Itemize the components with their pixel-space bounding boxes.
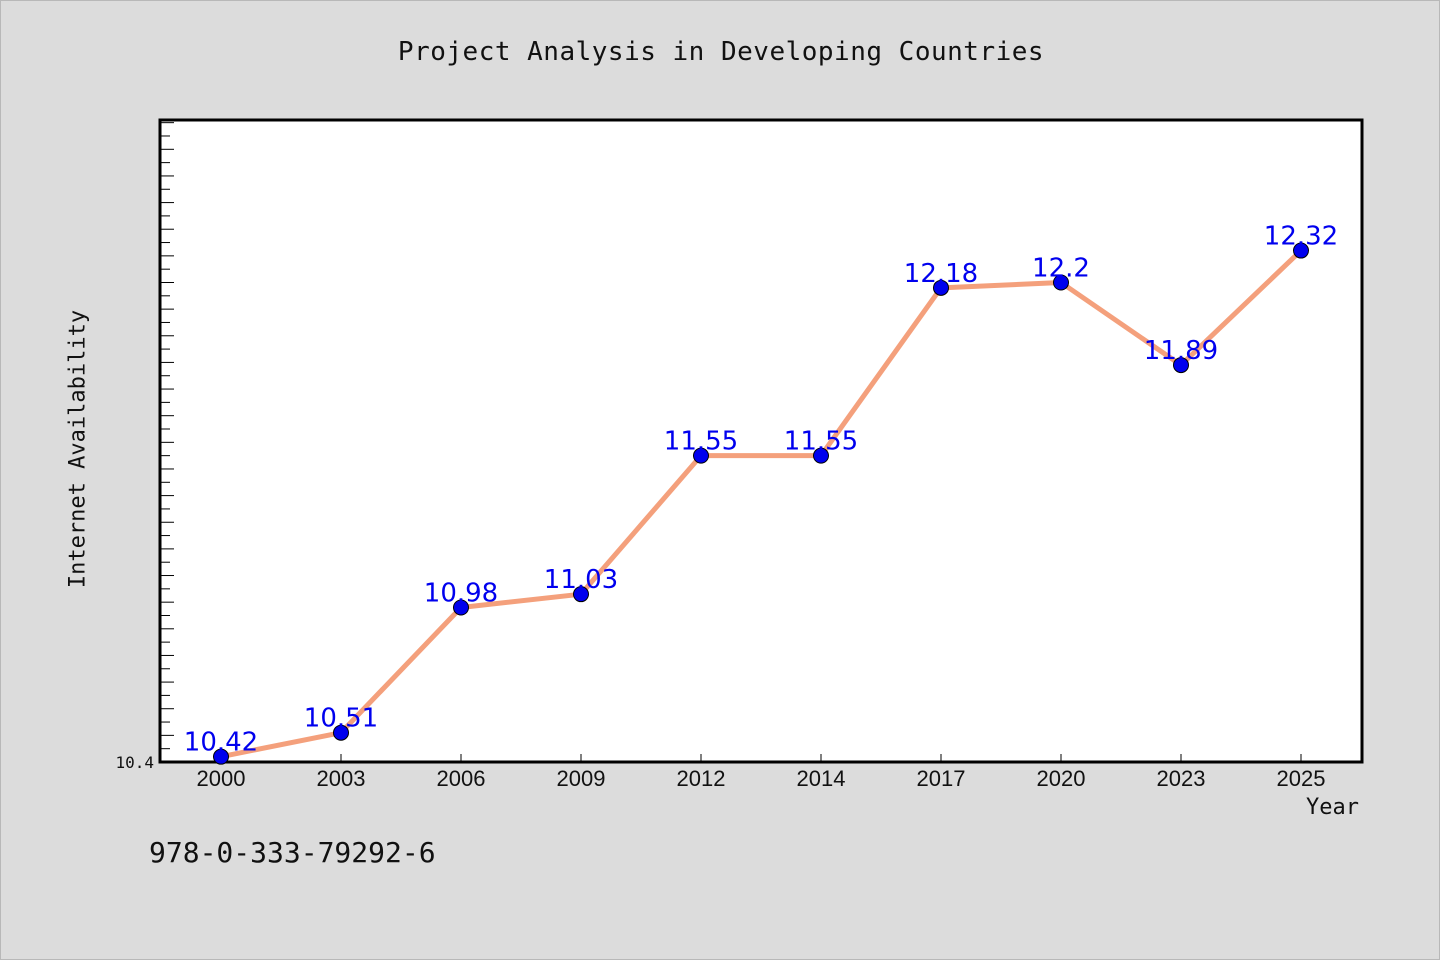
x-tick-label: 2025 (1277, 766, 1326, 791)
y-axis-ticks: 10.4 (115, 122, 174, 772)
data-point[interactable] (1293, 242, 1309, 259)
plot-area (158, 118, 1364, 764)
x-tick-label: 2014 (797, 766, 846, 791)
data-label: 10.51 (304, 704, 378, 734)
data-label: 11.55 (784, 427, 858, 457)
data-point[interactable] (1173, 357, 1189, 374)
x-tick-label: 2023 (1157, 766, 1206, 791)
x-axis-categories: 2000 2003 2006 2009 2012 2014 2017 2020 2023 2025 (197, 754, 1326, 791)
data-point[interactable] (213, 748, 229, 765)
chart-title: Project Analysis in Developing Countries (397, 37, 1045, 67)
x-tick-label: 2000 (197, 766, 246, 791)
data-point[interactable] (1053, 274, 1069, 291)
x-tick-label: 2003 (317, 766, 366, 791)
data-label: 10.42 (184, 728, 258, 758)
y-tick-label: 10.4 (115, 753, 154, 772)
series-line (218, 248, 1304, 760)
data-point[interactable] (453, 599, 469, 616)
data-label: 11.03 (544, 565, 618, 595)
data-point[interactable] (333, 724, 349, 741)
x-tick-label: 2020 (1037, 766, 1086, 791)
series-line-group (218, 248, 1304, 760)
data-label: 10.98 (424, 578, 498, 608)
data-point[interactable] (693, 447, 709, 464)
data-label: 12.18 (904, 259, 978, 289)
data-label: 11.89 (1144, 336, 1218, 366)
x-tick-label: 2006 (437, 766, 486, 791)
data-label: 12.32 (1264, 222, 1338, 252)
x-tick-label: 2017 (917, 766, 966, 791)
x-tick-label: 2012 (677, 766, 726, 791)
data-point[interactable] (573, 586, 589, 603)
data-point[interactable] (933, 279, 949, 296)
data-point[interactable] (813, 447, 829, 464)
footnote-isbn: 978-0-333-79292-6 (149, 836, 436, 869)
series-points-group (213, 242, 1309, 765)
data-labels-group: 10.42 10.51 10.98 11.03 11.55 11.55 12.18 12.2 1… (184, 222, 1338, 758)
data-label: 11.55 (664, 427, 738, 457)
x-tick-label: 2009 (557, 766, 606, 791)
x-axis-label: Year (1306, 795, 1359, 820)
data-label: 12.2 (1032, 253, 1090, 283)
